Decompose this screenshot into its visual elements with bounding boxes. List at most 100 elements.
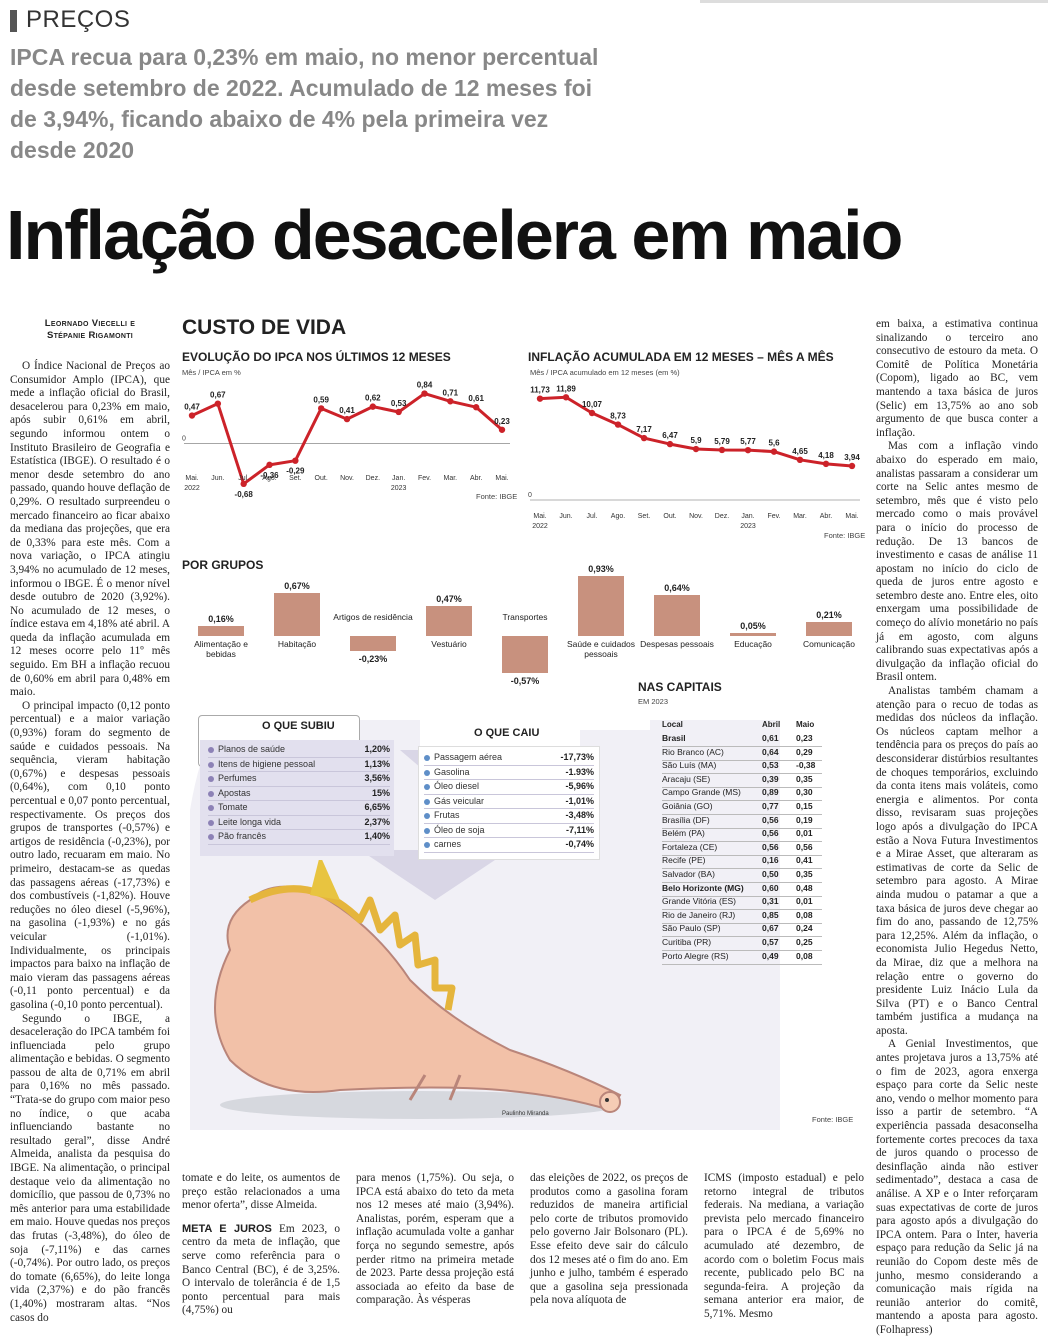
row-divider — [208, 829, 390, 830]
data-point — [562, 394, 570, 401]
data-point — [848, 462, 856, 470]
cell-local: Brasil — [662, 733, 686, 743]
table-row: Belo Horizonte (MG) 0,60 0,48 — [662, 883, 822, 897]
cell-abril: 0,85 — [762, 909, 779, 920]
data-label: 8,73 — [610, 412, 626, 421]
data-point — [317, 405, 325, 412]
bullet-icon — [424, 769, 430, 776]
data-point — [718, 446, 726, 454]
group-value-label: 0,05% — [740, 620, 766, 631]
capitais-header: Local Abril Maio — [662, 720, 822, 732]
group-category-label: Despesas pessoais — [640, 639, 714, 649]
data-label: 0,23 — [494, 417, 510, 426]
x-tick-label: Jun. — [211, 475, 224, 482]
group-value-label: 0,93% — [588, 564, 614, 574]
item-value: -5,96% — [565, 781, 594, 791]
data-point — [588, 409, 596, 417]
data-label: 0,61 — [468, 394, 484, 403]
table-row: Brasília (DF) 0,56 0,19 — [662, 815, 822, 829]
data-point — [614, 421, 622, 428]
table-row: São Paulo (SP) 0,67 0,24 — [662, 923, 822, 938]
x-tick-label: Dez. — [366, 475, 380, 482]
data-point — [692, 445, 700, 453]
article-column-bottom-4: ICMS (imposto estadual) e pelo retorno i… — [704, 1172, 864, 1322]
cell-maio: 0,41 — [796, 855, 813, 866]
data-point — [744, 446, 752, 454]
paragraph: Analistas também chamam a atenção para o… — [876, 685, 1038, 1037]
data-point — [395, 408, 402, 416]
item-value: -1,01% — [565, 795, 594, 806]
data-label: 0,59 — [313, 395, 329, 404]
data-label: 7,17 — [636, 425, 652, 434]
x-tick-label: Dez. — [715, 513, 729, 520]
x-tick-label: Mai. — [495, 475, 508, 482]
cell-maio: 0,29 — [796, 746, 813, 757]
paragraph: em baixa, a estimativa continua sinaliza… — [876, 318, 1038, 439]
cell-local: Goiânia (GO) — [662, 801, 713, 811]
data-label: 10,07 — [582, 400, 603, 409]
data-label: 11,73 — [530, 386, 550, 395]
data-label: 6,47 — [662, 431, 678, 440]
cell-local: Salvador (BA) — [662, 869, 715, 879]
item-value: 15% — [371, 787, 390, 798]
cell-abril: 0,57 — [762, 937, 779, 947]
group-bar — [806, 622, 852, 636]
cell-abril: 0,56 — [762, 814, 779, 825]
group-category-label: Transportes — [502, 612, 548, 622]
cell-local: Brasília (DF) — [662, 814, 710, 825]
row-divider — [208, 800, 390, 801]
x-tick-label: Abr. — [470, 475, 483, 482]
article-column-right: em baixa, a estimativa continua sinaliza… — [876, 318, 1038, 1338]
bullet-icon — [208, 761, 214, 768]
section-marker — [10, 10, 17, 32]
cell-abril: 0,16 — [762, 855, 779, 866]
data-point — [447, 398, 454, 405]
bullet-icon — [208, 834, 214, 840]
paragraph: META E JUROS Em 2023, o centro da meta d… — [182, 1223, 340, 1318]
group-category-label: Artigos de residência — [333, 612, 413, 622]
group-category-label: Vestuário — [431, 639, 467, 649]
cell-abril: 0,39 — [762, 773, 779, 784]
data-point — [822, 460, 830, 468]
year-label: 2023 — [391, 485, 407, 492]
table-row: Aracaju (SE) 0,39 0,35 — [662, 774, 822, 788]
cell-local: Porto Alegre (RS) — [662, 950, 729, 961]
data-point — [240, 480, 247, 488]
subiu-panel — [200, 740, 394, 856]
group-value-label: 0,67% — [284, 580, 310, 591]
row-divider — [208, 843, 390, 845]
cell-local: Campo Grande (MS) — [662, 787, 741, 798]
caiu-title: O QUE CAIU — [474, 727, 540, 739]
item-name: Passagem aérea — [434, 752, 503, 762]
item-name: Tomate — [218, 802, 248, 812]
data-point — [770, 448, 778, 455]
x-tick-label: Nov. — [689, 513, 703, 520]
paragraph: Segundo o IBGE, a desaceleração do IPCA … — [10, 1012, 170, 1324]
cell-abril: 0,89 — [762, 787, 779, 798]
group-category-label: Alimentação e bebidas — [194, 639, 248, 659]
data-point — [472, 404, 480, 411]
item-name: Frutas — [434, 810, 460, 820]
row-divider — [208, 756, 390, 758]
group-value-label: 0,16% — [208, 613, 234, 624]
x-tick-label: Jul. — [587, 513, 598, 520]
x-tick-label: Nov. — [340, 475, 354, 482]
zero-label: 0 — [182, 435, 186, 442]
cell-local: São Luís (MA) — [662, 760, 717, 771]
cell-maio: 0,01 — [796, 828, 813, 839]
cell-local: Recife (PE) — [662, 855, 706, 866]
cell-abril: 0,64 — [762, 746, 779, 757]
bullet-icon — [424, 798, 430, 805]
cell-maio: -0,38 — [796, 760, 816, 771]
data-label: 0,62 — [365, 394, 381, 403]
group-bar — [502, 636, 548, 673]
zero-label: 0 — [528, 492, 532, 499]
bullet-icon — [424, 784, 430, 790]
cell-maio: 0,24 — [796, 923, 813, 934]
group-bar — [654, 594, 700, 636]
bullet-icon — [424, 842, 430, 848]
data-label: 3,94 — [844, 453, 860, 462]
data-label: 0,71 — [443, 388, 459, 397]
cell-abril: 0,49 — [762, 950, 779, 961]
